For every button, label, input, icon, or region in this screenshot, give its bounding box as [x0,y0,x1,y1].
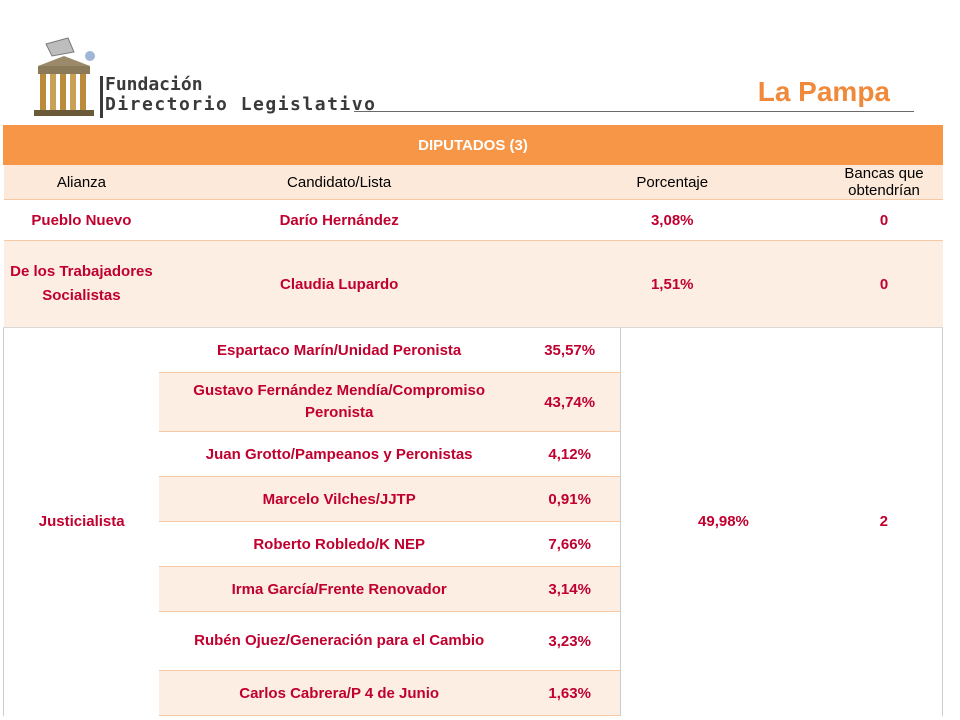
candidato-cell: Roberto Robledo/K NEP [159,521,519,567]
table-title-row: DIPUTADOS (3) [3,125,943,165]
table-row: Justicialista Espartaco Marín/Unidad Per… [3,327,943,716]
table-row: Carlos Cabrera/P 4 de Junio 1,63% [4,670,943,716]
porcentaje-cell: 43,74% [518,372,621,432]
logo-line-1: Fundación [105,74,203,95]
column-header-alianza: Alianza [3,165,160,200]
candidato-cell: Espartaco Marín/Unidad Peronista [159,327,519,373]
porcentaje-cell: 35,57% [518,327,621,373]
building-emblem-icon [34,37,95,116]
table-row: Rubén Ojuez/Generación para el Cambio 3,… [4,611,943,671]
alianza-cell: De los Trabajadores Socialistas [3,240,160,328]
candidato-cell: Gustavo Fernández Mendía/Compromiso Pero… [159,372,519,432]
header-rule [354,111,914,112]
column-header-candidato: Candidato/Lista [159,165,519,200]
candidato-cell: Darío Hernández [159,199,519,241]
column-header-bancas: Bancas que obtendrían [825,165,943,200]
bancas-cell: 2 [825,327,943,716]
alianza-cell: Justicialista [3,327,160,716]
porcentaje-cell: 3,23% [518,611,621,671]
total-porcentaje-cell: 49,98% [620,327,826,716]
porcentaje-cell: 3,08% [518,199,826,241]
candidato-cell: Rubén Ojuez/Generación para el Cambio [159,611,519,671]
bancas-cell: 0 [825,199,943,241]
table-row: Marcelo Vilches/JJTP 0,91% [4,476,943,522]
logo-line-2: Directorio Legislativo [105,94,377,115]
porcentaje-cell: 1,63% [518,670,621,716]
region-title: La Pampa [757,76,890,107]
porcentaje-cell: 3,14% [518,566,621,612]
foundation-logo: Fundación Directorio Legislativo [28,36,375,120]
table-row: Roberto Robledo/K NEP 7,66% [4,521,943,567]
candidato-cell: Marcelo Vilches/JJTP [159,476,519,522]
candidato-cell: Juan Grotto/Pampeanos y Peronistas [159,431,519,477]
table-title: DIPUTADOS (3) [3,125,943,165]
candidato-cell: Carlos Cabrera/P 4 de Junio [159,670,519,716]
porcentaje-cell: 0,91% [518,476,621,522]
alianza-cell: Pueblo Nuevo [3,199,160,241]
porcentaje-cell: 4,12% [518,431,621,477]
table-row: Pueblo Nuevo Darío Hernández 3,08% 0 [3,199,943,241]
candidato-cell: Irma García/Frente Renovador [159,566,519,612]
table-row: De los Trabajadores Socialistas Claudia … [3,240,943,328]
porcentaje-cell: 1,51% [518,240,826,328]
bancas-cell: 0 [825,240,943,328]
logo-divider [100,76,103,118]
column-header-row: Alianza Candidato/Lista Porcentaje Banca… [3,165,943,200]
results-table: DIPUTADOS (3) Alianza Candidato/Lista Po… [3,125,943,716]
candidato-cell: Claudia Lupardo [159,240,519,328]
table-row: Gustavo Fernández Mendía/Compromiso Pero… [4,372,943,432]
table-row: Irma García/Frente Renovador 3,14% [4,566,943,612]
column-header-porcentaje: Porcentaje [518,165,826,200]
table-row: Juan Grotto/Pampeanos y Peronistas 4,12% [4,431,943,477]
porcentaje-cell: 7,66% [518,521,621,567]
